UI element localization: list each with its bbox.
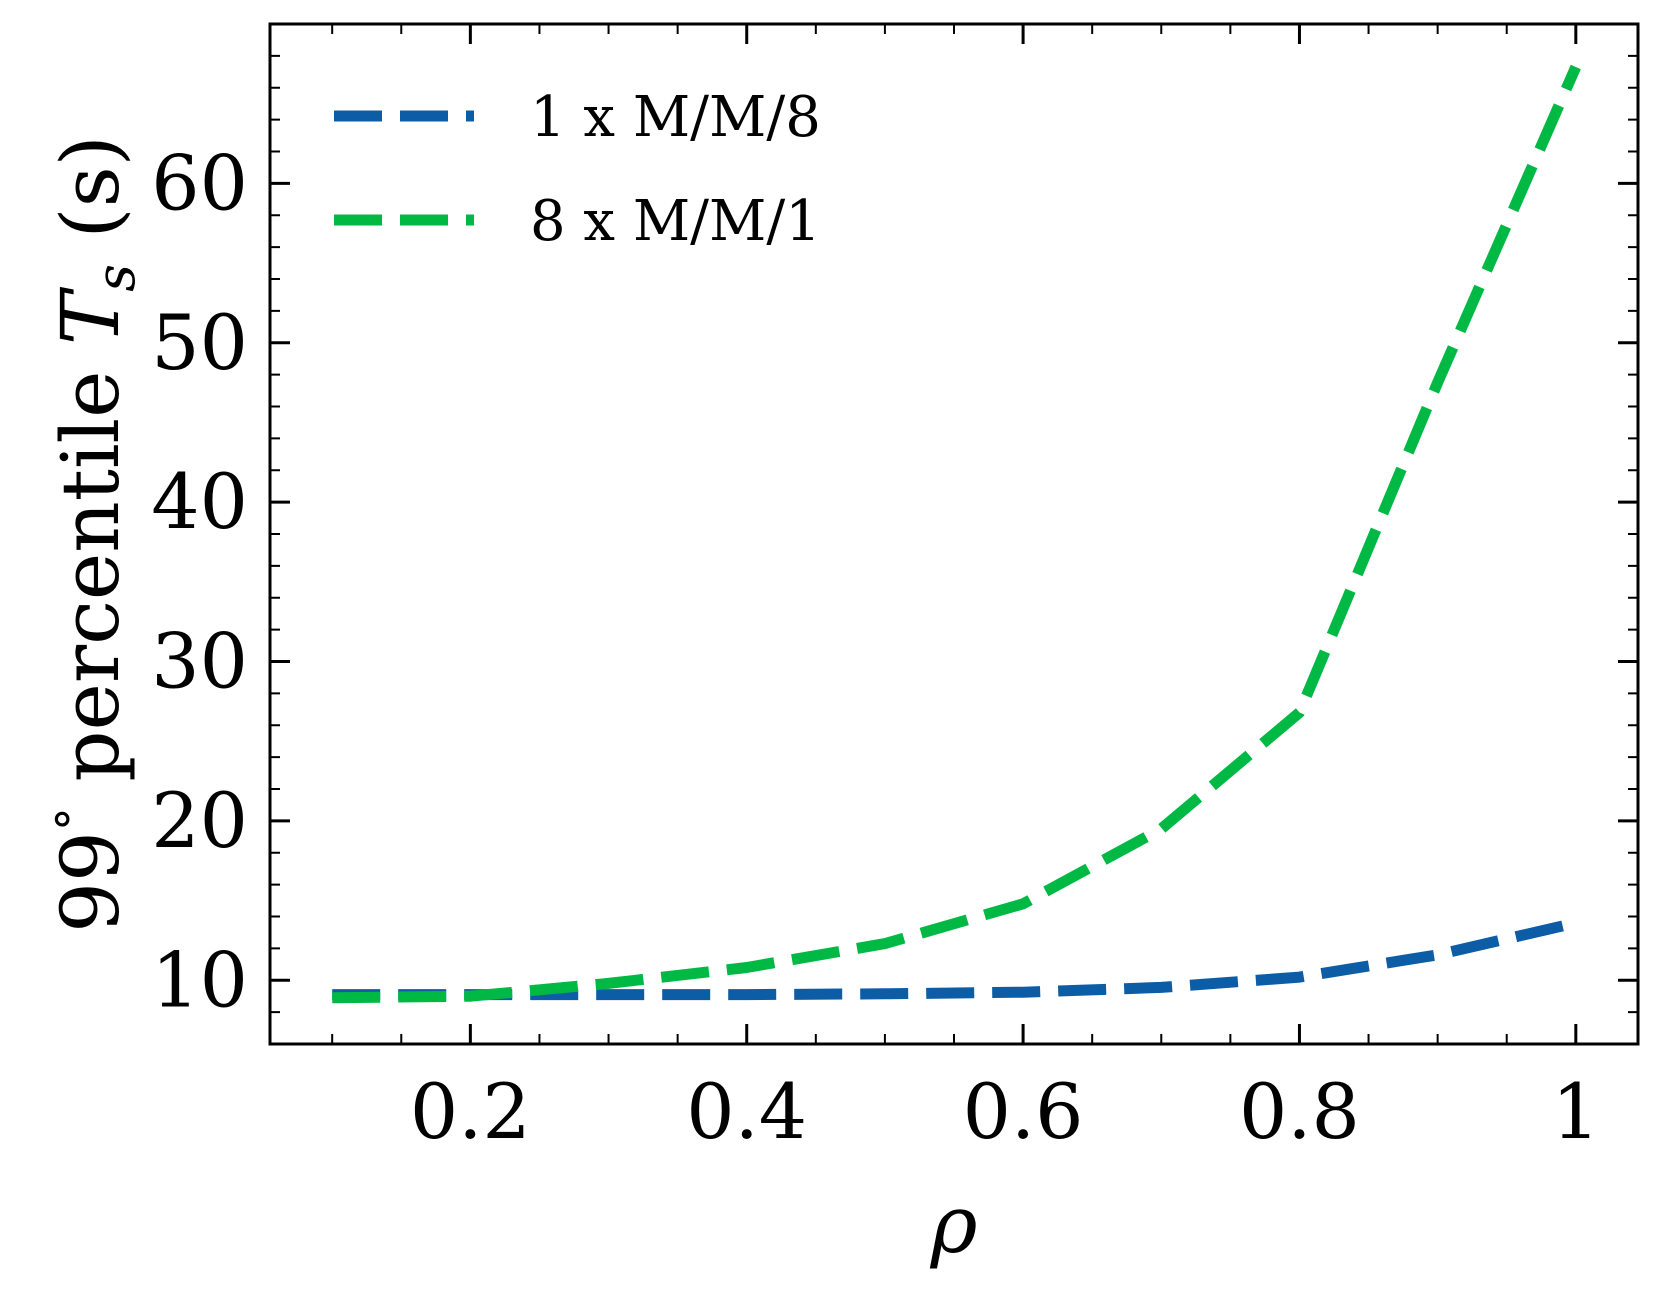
minor-ticks [270, 24, 1638, 1044]
y-tick-label: 40 [151, 457, 248, 546]
plot-frame [268, 22, 1640, 1046]
y-tick-labels: 10 20 30 40 50 60 [151, 138, 248, 1024]
y-tick-label: 50 [151, 298, 248, 387]
y-tick-label: 20 [151, 776, 248, 865]
legend-label-8xmm1: 8 x M/M/1 [530, 189, 821, 254]
x-tick-label: 0.2 [410, 1067, 531, 1156]
y-axis-label: 99° percentile Ts (s) [44, 135, 147, 933]
y-label-symbol: T [44, 286, 137, 345]
legend-label-1xmm8: 1 x M/M/8 [530, 85, 821, 150]
y-tick-label: 30 [151, 617, 248, 706]
legend: 1 x M/M/8 8 x M/M/1 [334, 85, 821, 254]
x-tick-label: 0.8 [1239, 1067, 1360, 1156]
y-label-prefix: 99 [44, 831, 137, 933]
y-label-middle: percentile [44, 345, 137, 807]
y-label-subscript: s [84, 264, 147, 292]
x-tick-label: 0.6 [963, 1067, 1084, 1156]
x-tick-labels: 0.2 0.4 0.6 0.8 1 [410, 1067, 1600, 1156]
series-line-8xmm1 [332, 64, 1581, 1004]
series-layer [332, 64, 1581, 1004]
x-tick-label: 0.4 [686, 1067, 807, 1156]
y-tick-label: 60 [151, 138, 248, 227]
x-axis-label: ρ [929, 1178, 977, 1271]
y-label-unit: (s) [44, 135, 137, 264]
major-ticks [270, 24, 1638, 1044]
y-tick-label: 10 [151, 935, 248, 1024]
y-label-degree: ° [46, 807, 102, 831]
x-tick-label: 1 [1552, 1067, 1600, 1156]
